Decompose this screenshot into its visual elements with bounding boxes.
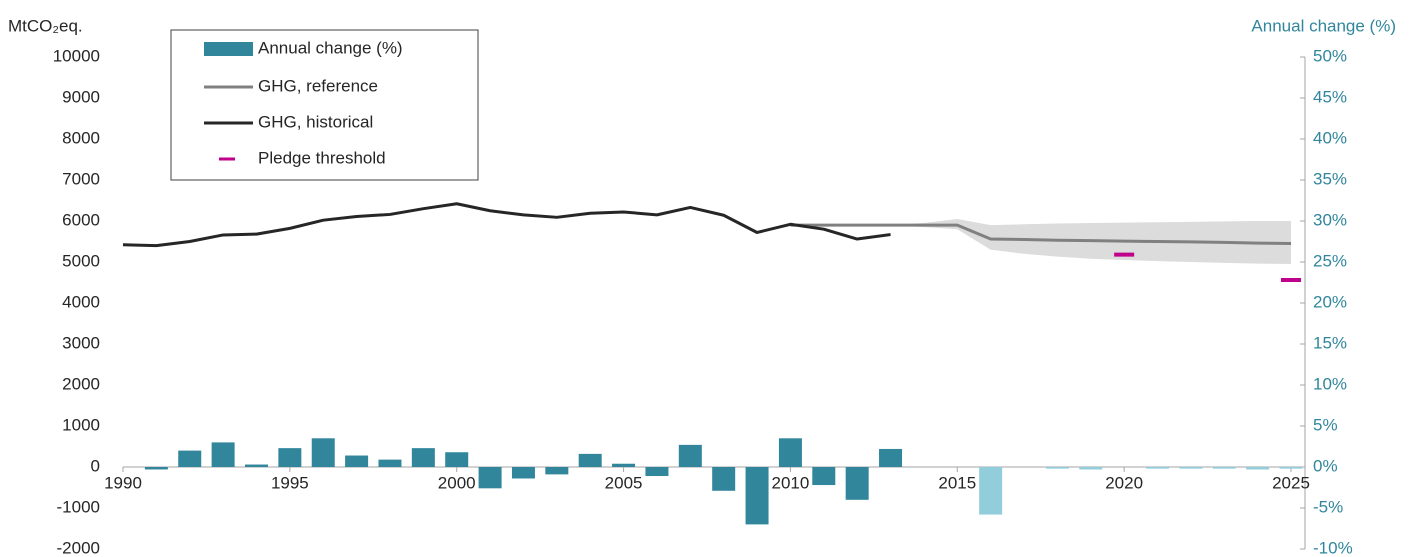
y2-axis-title: Annual change (%) <box>1251 16 1396 35</box>
bar <box>445 452 469 467</box>
y-tick-label: 6000 <box>62 210 100 229</box>
x-tick-label: 2010 <box>772 473 810 492</box>
y-tick-label: 9000 <box>62 87 100 106</box>
legend-label: GHG, historical <box>258 112 373 131</box>
bar <box>612 463 636 467</box>
bar <box>311 438 335 467</box>
legend: Annual change (%) GHG, reference GHG, hist… <box>170 29 479 181</box>
y2-tick-label: 50% <box>1313 46 1347 65</box>
bar <box>1246 467 1270 470</box>
bar <box>778 438 802 467</box>
y-tick-label: 4000 <box>62 292 100 311</box>
bar <box>244 464 268 467</box>
y-tick-label: 10000 <box>53 46 100 65</box>
y-tick-label: -1000 <box>57 497 100 516</box>
bar <box>1045 467 1069 469</box>
legend-label: Pledge threshold <box>258 148 386 167</box>
bar <box>1279 467 1303 469</box>
bar <box>511 467 535 479</box>
y-tick-label: 3000 <box>62 333 100 352</box>
x-tick-label: 1995 <box>271 473 309 492</box>
y-tick-label: 1000 <box>62 415 100 434</box>
y2-tick-label: -5% <box>1313 497 1343 516</box>
bar <box>1179 467 1203 469</box>
y2-tick-label: 5% <box>1313 415 1338 434</box>
y2-tick-label: 25% <box>1313 251 1347 270</box>
bar <box>478 467 502 489</box>
bar <box>812 467 836 486</box>
bar <box>1212 467 1236 469</box>
plot-area: -2000 -1000 0 1000 2000 3000 4000 5000 6000 7000 8… <box>53 46 1353 557</box>
x-tick-label: 2015 <box>938 473 976 492</box>
x-tick-label: 2025 <box>1272 473 1310 492</box>
bar <box>979 467 1003 515</box>
bar <box>879 448 903 467</box>
bar <box>545 467 569 475</box>
legend-label: Annual change (%) <box>258 38 403 57</box>
bar <box>712 467 736 491</box>
bar <box>378 459 402 467</box>
bar <box>645 467 669 477</box>
y-tick-label: 5000 <box>62 251 100 270</box>
bar <box>745 467 769 525</box>
x-tick-label: 2005 <box>605 473 643 492</box>
y-tick-label: 0 <box>91 456 100 475</box>
y-tick-label: 8000 <box>62 128 100 147</box>
bar <box>578 453 602 467</box>
bar <box>1079 467 1103 470</box>
y2-tick-label: 35% <box>1313 169 1347 188</box>
bar <box>144 467 168 470</box>
y-axis-title: MtCO₂eq. <box>8 16 83 35</box>
y-tick-label: 7000 <box>62 169 100 188</box>
y2-tick-label: 40% <box>1313 128 1347 147</box>
bar <box>178 450 202 467</box>
bar <box>678 444 702 467</box>
bar <box>345 455 369 467</box>
y2-tick-label: 0% <box>1313 456 1338 475</box>
y-tick-label: -2000 <box>57 538 100 557</box>
x-tick-label: 2020 <box>1105 473 1143 492</box>
y2-tick-label: 10% <box>1313 374 1347 393</box>
y2-tick-label: -10% <box>1313 538 1353 557</box>
y2-tick-label: 20% <box>1313 292 1347 311</box>
y-tick-label: 2000 <box>62 374 100 393</box>
bar <box>211 442 235 467</box>
y2-tick-label: 30% <box>1313 210 1347 229</box>
legend-label: GHG, reference <box>258 76 378 95</box>
bar <box>278 448 302 467</box>
bar <box>1146 467 1170 469</box>
bar <box>845 467 869 500</box>
x-tick-label: 1990 <box>104 473 142 492</box>
line <box>122 202 891 248</box>
line <box>790 223 1292 246</box>
legend-swatch <box>204 42 253 56</box>
y2-tick-label: 45% <box>1313 87 1347 106</box>
x-tick-label: 2000 <box>438 473 476 492</box>
y2-tick-label: 15% <box>1313 333 1347 352</box>
bar <box>411 448 435 467</box>
